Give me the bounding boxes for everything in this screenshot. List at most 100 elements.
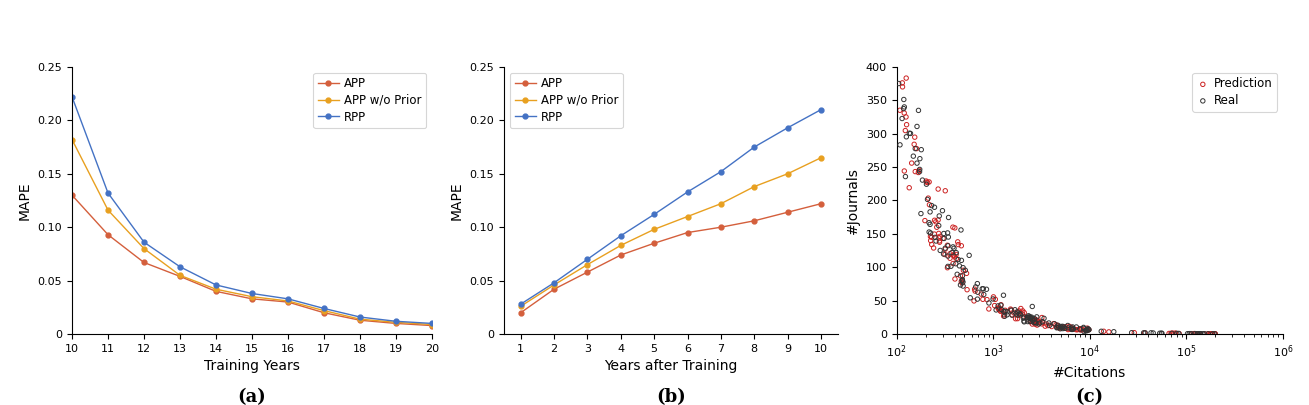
Real [1062, 326, 1083, 333]
Prediction [978, 306, 999, 312]
Prediction [935, 246, 956, 252]
Real [1025, 320, 1046, 326]
Prediction [928, 230, 949, 237]
Real [933, 251, 954, 257]
Prediction [1164, 330, 1185, 337]
Prediction [903, 141, 924, 147]
Real [933, 230, 954, 237]
Prediction [894, 168, 915, 174]
Real [937, 263, 958, 270]
Real [952, 277, 973, 283]
Prediction [1054, 325, 1075, 331]
APP w/o Prior [647, 227, 662, 232]
Real [1187, 330, 1208, 337]
APP w/o Prior [679, 214, 695, 219]
Prediction [984, 296, 1005, 303]
Real [1024, 320, 1045, 326]
Real [940, 263, 961, 269]
Prediction [1008, 309, 1029, 315]
Real [1020, 314, 1041, 320]
Real [919, 221, 940, 228]
Real [1062, 325, 1083, 331]
Real [894, 104, 915, 110]
Real [910, 166, 931, 173]
Real [1018, 314, 1039, 320]
Prediction [1198, 330, 1219, 337]
Prediction [899, 185, 920, 191]
Prediction [991, 301, 1012, 308]
APP [173, 274, 188, 279]
Real [910, 156, 931, 162]
RPP [352, 315, 368, 320]
Real [1009, 311, 1030, 317]
Prediction [1049, 325, 1069, 331]
Prediction [1098, 328, 1119, 335]
Real [1058, 322, 1079, 329]
Real [937, 243, 958, 249]
Prediction [906, 145, 927, 152]
Real [901, 130, 922, 137]
Real [1190, 330, 1211, 337]
APP w/o Prior [136, 246, 152, 251]
Prediction [908, 167, 929, 174]
Real [1151, 330, 1172, 337]
Prediction [1165, 330, 1186, 337]
APP w/o Prior [513, 304, 529, 309]
Prediction [1013, 309, 1034, 316]
Real [919, 229, 940, 235]
Prediction [919, 179, 940, 185]
Real [920, 230, 941, 236]
Real [1052, 323, 1073, 330]
Prediction [935, 188, 956, 194]
APP w/o Prior [389, 320, 404, 325]
Real [1001, 312, 1022, 318]
Real [1152, 330, 1173, 337]
APP [245, 296, 260, 301]
RPP [208, 283, 224, 288]
Prediction [905, 134, 925, 141]
Prediction [1069, 326, 1090, 332]
Real [933, 235, 954, 242]
RPP [546, 280, 562, 285]
Prediction [1051, 324, 1072, 330]
Prediction [977, 296, 997, 303]
Prediction [1038, 322, 1059, 329]
Prediction [1009, 308, 1030, 314]
APP w/o Prior [99, 208, 117, 213]
Prediction [1158, 330, 1179, 337]
Prediction [1076, 327, 1097, 333]
RPP [280, 296, 296, 301]
Prediction [1022, 318, 1043, 324]
Prediction [1021, 318, 1042, 324]
Legend: Prediction, Real: Prediction, Real [1192, 73, 1276, 112]
X-axis label: Years after Training: Years after Training [605, 359, 737, 373]
Prediction [983, 294, 1004, 300]
Real [1066, 324, 1086, 330]
Prediction [1031, 319, 1052, 326]
Real [1052, 325, 1073, 332]
RPP [245, 291, 260, 296]
Line: APP: APP [518, 201, 823, 315]
APP w/o Prior [315, 308, 331, 313]
Real [1039, 322, 1060, 328]
Real [1202, 330, 1223, 337]
Prediction [1051, 325, 1072, 331]
Real [1062, 324, 1083, 330]
Prediction [932, 235, 953, 242]
Prediction [957, 286, 978, 293]
Prediction [1056, 325, 1077, 332]
Prediction [987, 305, 1008, 311]
Real [912, 177, 933, 183]
Real [895, 134, 916, 140]
Prediction [1025, 317, 1046, 323]
Prediction [920, 237, 941, 244]
Prediction [950, 273, 971, 279]
Real [967, 296, 988, 303]
APP [546, 287, 562, 292]
Prediction [946, 256, 967, 262]
Prediction [918, 179, 939, 186]
Real [1020, 314, 1041, 320]
Prediction [916, 179, 937, 185]
Prediction [935, 251, 956, 258]
Prediction [948, 239, 969, 245]
